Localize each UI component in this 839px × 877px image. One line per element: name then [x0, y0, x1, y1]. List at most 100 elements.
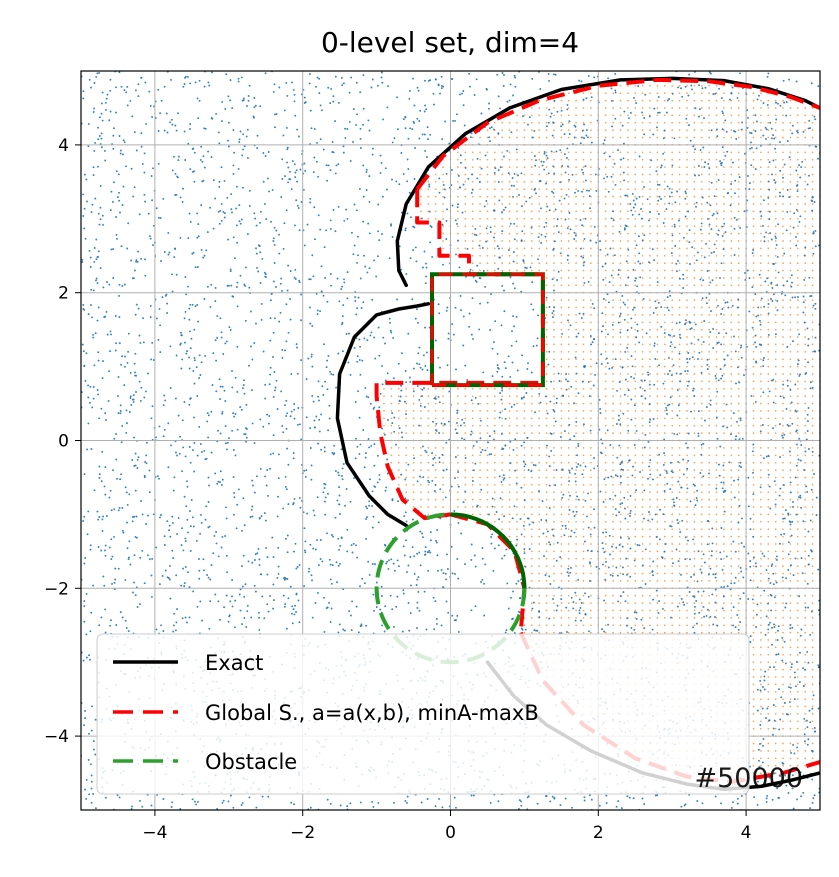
inside-point [612, 240, 614, 242]
inside-point [634, 314, 637, 316]
inside-point [656, 350, 659, 353]
inside-point [641, 550, 644, 553]
inside-point [567, 158, 570, 161]
inside-point [663, 262, 666, 264]
inside-point [567, 173, 570, 176]
sample-point [151, 557, 154, 560]
inside-point [442, 180, 444, 183]
inside-point [530, 417, 533, 420]
sample-point [218, 185, 221, 188]
inside-point [530, 180, 533, 183]
sample-point [714, 616, 716, 618]
inside-point [737, 454, 740, 457]
inside-point [604, 158, 607, 161]
inside-point [508, 166, 511, 168]
inside-point [678, 232, 681, 235]
inside-point [700, 365, 703, 368]
inside-point [582, 594, 585, 597]
inside-point [767, 225, 770, 228]
inside-point [427, 513, 430, 516]
inside-point [782, 173, 784, 176]
inside-point [782, 166, 784, 168]
inside-point [545, 624, 548, 627]
inside-point [789, 180, 792, 183]
sample-point [91, 705, 94, 708]
sample-point [422, 266, 424, 269]
inside-point [796, 535, 799, 538]
inside-point [582, 520, 585, 523]
inside-point [663, 343, 666, 346]
inside-point [774, 609, 777, 612]
inside-point [538, 188, 541, 191]
inside-point [782, 750, 784, 752]
inside-point [434, 469, 437, 471]
inside-point [545, 136, 548, 139]
inside-point [804, 380, 807, 383]
inside-point [693, 188, 696, 191]
inside-point [508, 454, 511, 457]
inside-point [590, 387, 592, 390]
inside-point [760, 580, 762, 582]
inside-point [678, 158, 681, 161]
inside-point [567, 387, 570, 390]
inside-point [471, 240, 474, 242]
inside-point [656, 417, 659, 420]
inside-point [730, 277, 733, 279]
inside-point [560, 217, 563, 220]
inside-point [479, 483, 481, 486]
sample-point [663, 550, 666, 553]
sample-point [763, 675, 766, 678]
inside-point [508, 121, 511, 124]
inside-point [767, 661, 770, 664]
inside-point [730, 402, 733, 405]
inside-point [760, 498, 762, 501]
inside-point [789, 528, 792, 531]
sample-point [694, 323, 697, 326]
inside-point [612, 580, 614, 582]
inside-point [811, 328, 814, 331]
inside-point [693, 269, 696, 272]
sample-point [503, 515, 506, 518]
inside-point [715, 107, 718, 109]
inside-point [708, 543, 711, 545]
inside-point [671, 299, 674, 301]
inside-point [649, 314, 651, 316]
sample-point [650, 159, 653, 162]
inside-point [641, 358, 644, 361]
sample-point [559, 181, 562, 184]
inside-point [796, 565, 799, 567]
inside-point [442, 506, 444, 508]
inside-point [567, 136, 570, 139]
sample-point [213, 534, 216, 537]
inside-point [486, 232, 489, 235]
inside-point [767, 129, 770, 131]
sample-point [228, 326, 231, 329]
inside-point [752, 483, 755, 486]
inside-point [730, 321, 733, 324]
sample-point [82, 350, 85, 353]
inside-point [612, 166, 614, 168]
sample-point [389, 321, 392, 324]
inside-point [634, 395, 637, 398]
inside-point [604, 483, 607, 486]
inside-point [760, 240, 762, 242]
inside-point [663, 469, 666, 471]
inside-point [486, 129, 489, 131]
inside-point [789, 343, 792, 346]
inside-point [796, 136, 799, 139]
inside-point [789, 107, 792, 109]
inside-point [649, 395, 651, 398]
inside-point [553, 254, 555, 257]
inside-point [760, 639, 762, 641]
inside-point [464, 188, 467, 191]
inside-point [671, 365, 674, 368]
inside-point [737, 432, 740, 434]
inside-point [730, 395, 733, 398]
sample-point [791, 626, 794, 629]
sample-point [695, 201, 698, 204]
sample-point [455, 432, 458, 435]
inside-point [708, 277, 711, 279]
inside-point [774, 254, 777, 257]
inside-point [804, 594, 807, 597]
inside-point [530, 432, 533, 434]
